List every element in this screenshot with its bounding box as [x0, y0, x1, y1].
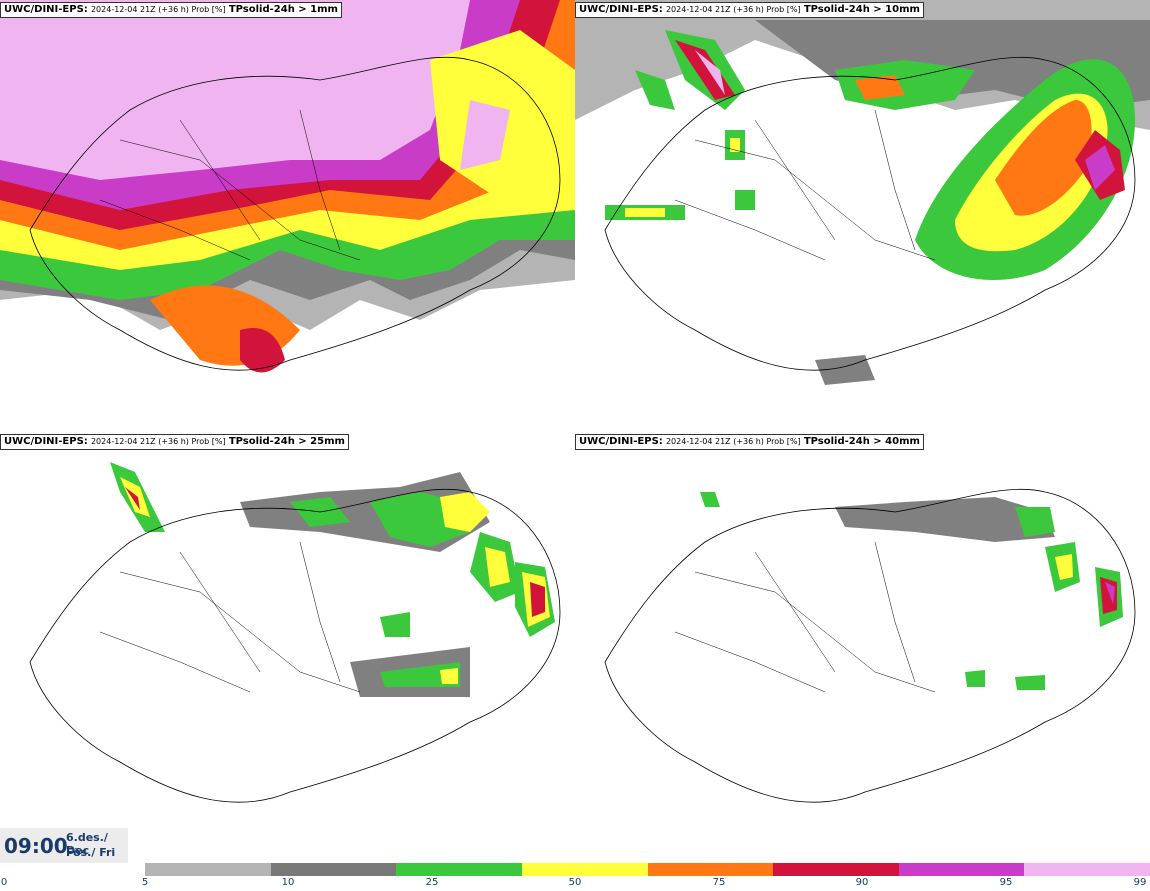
color-legend — [145, 863, 1150, 876]
source-label: UWC/DINI-EPS: — [579, 436, 663, 447]
run-info: 2024-12-04 21Z (+36 h) Prob [%] — [90, 437, 226, 446]
legend-tick-90: 90 — [855, 877, 869, 888]
source-label: UWC/DINI-EPS: — [579, 4, 663, 15]
panel-title-10mm: UWC/DINI-EPS: 2024-12-04 21Z (+36 h) Pro… — [575, 2, 924, 18]
variable-label: TPsolid-24h > 40mm — [803, 436, 920, 447]
legend-tick-99: 99 — [1133, 877, 1147, 888]
probability-map-10mm — [575, 0, 1150, 432]
legend-tick-5: 5 — [141, 877, 149, 888]
legend-tick-75: 75 — [712, 877, 726, 888]
legend-tick-25: 25 — [425, 877, 439, 888]
panel-title-40mm: UWC/DINI-EPS: 2024-12-04 21Z (+36 h) Pro… — [575, 434, 924, 450]
panel-title-25mm: UWC/DINI-EPS: 2024-12-04 21Z (+36 h) Pro… — [0, 434, 349, 450]
map-panel-40mm: UWC/DINI-EPS: 2024-12-04 21Z (+36 h) Pro… — [575, 432, 1150, 864]
map-panel-10mm: UWC/DINI-EPS: 2024-12-04 21Z (+36 h) Pro… — [575, 0, 1150, 432]
probability-map-1mm — [0, 0, 575, 432]
legend-swatch-10 — [270, 863, 397, 876]
valid-weekday: Fös./ Fri — [66, 846, 116, 859]
probability-map-40mm — [575, 432, 1150, 864]
variable-label: TPsolid-24h > 10mm — [803, 4, 920, 15]
variable-label: TPsolid-24h > 1mm — [228, 4, 338, 15]
probability-map-25mm — [0, 432, 575, 864]
valid-date: 6.des./ Dec — [66, 831, 108, 857]
legend-swatch-90 — [773, 863, 899, 876]
legend-tick-50: 50 — [568, 877, 582, 888]
variable-label: TPsolid-24h > 25mm — [228, 436, 345, 447]
legend-swatch-25 — [396, 863, 522, 876]
run-info: 2024-12-04 21Z (+36 h) Prob [%] — [665, 437, 801, 446]
run-info: 2024-12-04 21Z (+36 h) Prob [%] — [665, 5, 801, 14]
legend-swatch-50 — [521, 863, 648, 876]
legend-swatch-95 — [898, 863, 1025, 876]
legend-swatch-5 — [145, 863, 271, 876]
map-panel-25mm: UWC/DINI-EPS: 2024-12-04 21Z (+36 h) Pro… — [0, 432, 575, 864]
legend-swatch-99 — [1024, 863, 1150, 876]
legend-tick-0: 0 — [0, 877, 8, 888]
source-label: UWC/DINI-EPS: — [4, 436, 88, 447]
legend-swatch-75 — [647, 863, 774, 876]
panel-title-1mm: UWC/DINI-EPS: 2024-12-04 21Z (+36 h) Pro… — [0, 2, 342, 18]
source-label: UWC/DINI-EPS: — [4, 4, 88, 15]
legend-tick-95: 95 — [999, 877, 1013, 888]
valid-time-box: 09:00 6.des./ Dec Fös./ Fri — [0, 828, 128, 863]
legend-tick-10: 10 — [281, 877, 295, 888]
map-panel-1mm: UWC/DINI-EPS: 2024-12-04 21Z (+36 h) Pro… — [0, 0, 575, 432]
valid-time: 09:00 — [4, 834, 68, 858]
run-info: 2024-12-04 21Z (+36 h) Prob [%] — [90, 5, 226, 14]
